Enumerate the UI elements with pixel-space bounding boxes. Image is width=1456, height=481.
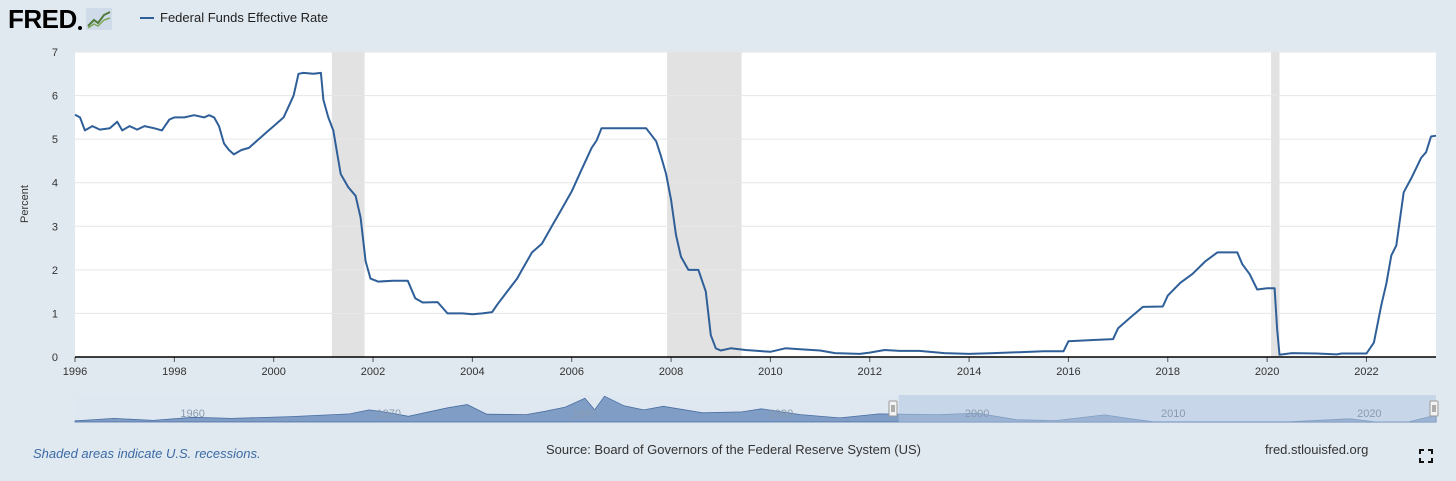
- navigator-handle-left[interactable]: [888, 400, 898, 417]
- recession-band: [1271, 52, 1280, 357]
- series-line-fedfunds: [74, 71, 1437, 356]
- y-tick-label: 4: [52, 178, 58, 190]
- recession-note: Shaded areas indicate U.S. recessions.: [33, 446, 261, 461]
- legend-label: Federal Funds Effective Rate: [160, 10, 329, 25]
- navigator-selection[interactable]: [898, 395, 1436, 422]
- x-tick-label: 2016: [1056, 366, 1080, 378]
- source-note: Source: Board of Governors of the Federa…: [546, 442, 921, 457]
- x-tick-label: 2000: [261, 366, 285, 378]
- x-tick-label: 1996: [63, 366, 87, 378]
- navigator-year-label: 2010: [1161, 408, 1185, 420]
- y-tick-label: 2: [52, 265, 58, 277]
- navigator-year-label: 1980: [573, 408, 597, 420]
- chart-legend[interactable]: Federal Funds Effective Rate: [140, 10, 328, 25]
- y-tick-label: 0: [52, 352, 58, 364]
- x-tick-label: 2012: [858, 366, 882, 378]
- y-tick-labels: 0 1 2 3 4 5 6 7: [52, 47, 58, 364]
- recession-band: [331, 52, 365, 357]
- x-tick-label: 2004: [460, 366, 484, 378]
- x-tick-label: 2020: [1255, 366, 1279, 378]
- y-tick-label: 1: [52, 308, 58, 320]
- logo-text: FRED: [8, 4, 77, 34]
- navigator-year-label: 1990: [769, 408, 793, 420]
- y-tick-label: 7: [52, 47, 58, 59]
- y-tick-label: 6: [52, 91, 58, 103]
- fullscreen-icon[interactable]: [1419, 449, 1433, 463]
- fred-logo[interactable]: FRED: [8, 4, 112, 34]
- recession-bands: [331, 52, 1280, 357]
- site-link[interactable]: fred.stlouisfed.org: [1265, 442, 1369, 457]
- navigator-year-label: 2020: [1357, 408, 1381, 420]
- logo-dot: [77, 26, 82, 30]
- x-tick-label: 1998: [162, 366, 186, 378]
- x-tick-labels: 1996 1998 2000 2002 2004 2006 2008 2010 2012 2014…: [63, 357, 1379, 378]
- sparkline-chart-icon: [85, 8, 112, 30]
- chart-header: FRED Federal Funds Effective Rate: [0, 0, 1456, 40]
- x-tick-label: 2014: [957, 366, 981, 378]
- y-tick-label: 3: [52, 221, 58, 233]
- navigator-year-label: 1960: [180, 408, 204, 420]
- recession-band: [667, 52, 742, 357]
- x-tick-label: 2022: [1354, 366, 1378, 378]
- x-tick-label: 2010: [758, 366, 782, 378]
- x-tick-label: 2008: [659, 366, 683, 378]
- navigator-year-label: 1970: [377, 408, 401, 420]
- x-tick-label: 2002: [361, 366, 385, 378]
- navigator-handle-right[interactable]: [1429, 400, 1439, 417]
- y-gridlines: [75, 51, 1436, 314]
- plot-background: [75, 52, 1436, 357]
- x-tick-label: 2018: [1156, 366, 1180, 378]
- range-navigator[interactable]: 1960 1970 1980 1990 2000 2010 2020: [74, 395, 1439, 423]
- navigator-year-label: 2000: [965, 408, 989, 420]
- legend-swatch: [140, 16, 154, 19]
- y-axis-label: Percent: [19, 185, 31, 223]
- navigator-labels: 1960 1970 1980 1990 2000 2010 2020: [180, 408, 1381, 420]
- x-tick-label: 2006: [559, 366, 583, 378]
- y-tick-label: 5: [52, 134, 58, 146]
